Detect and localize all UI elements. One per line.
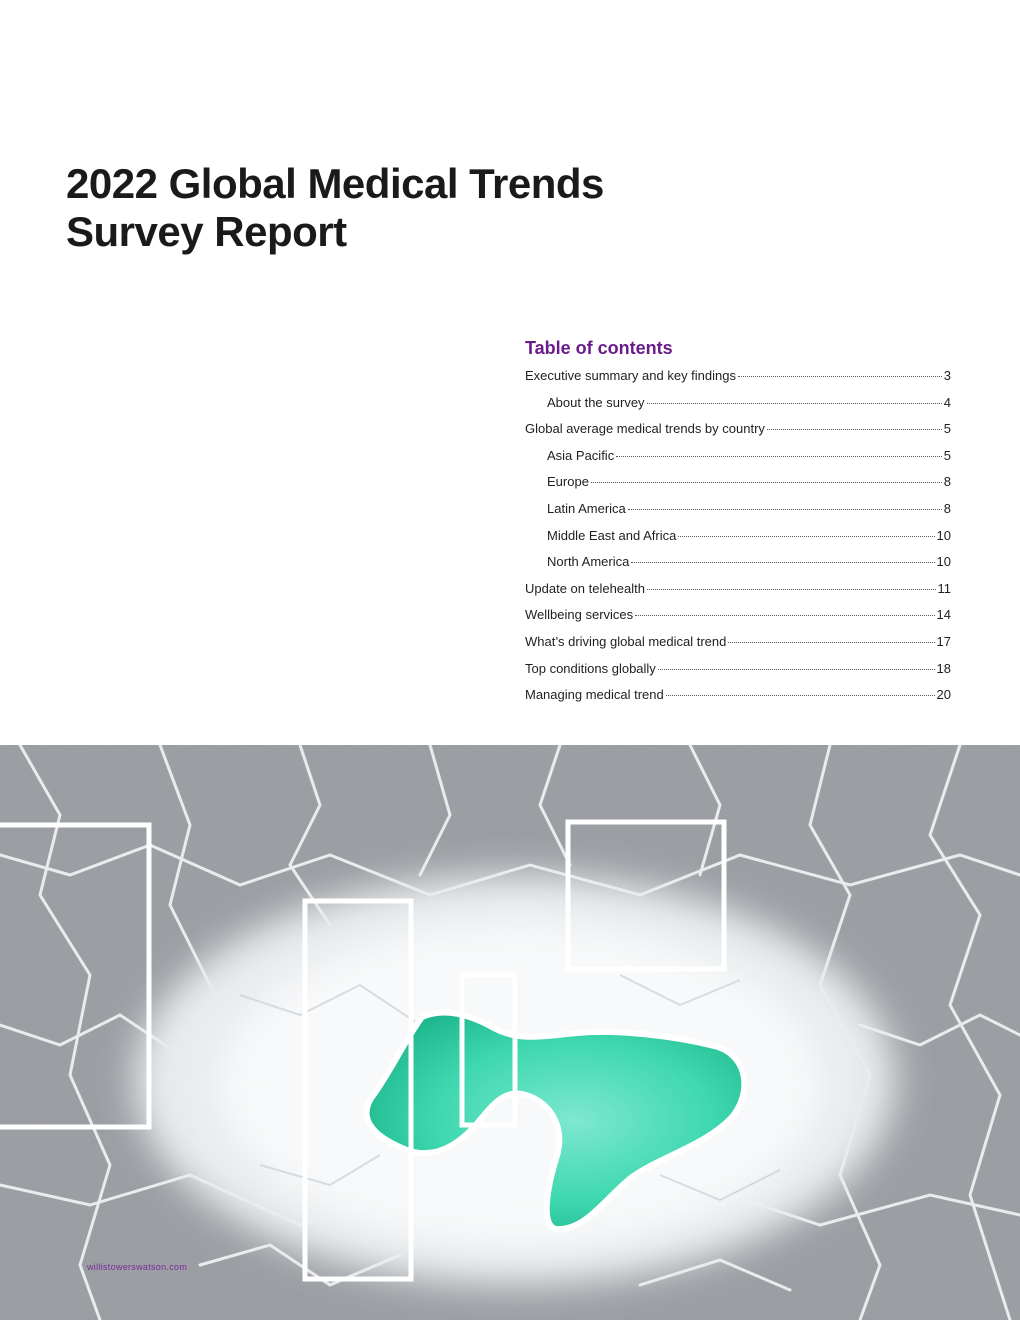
toc-list: Executive summary and key findings 3 About… bbox=[525, 368, 951, 714]
toc-item[interactable]: Middle East and Africa 10 bbox=[525, 528, 951, 555]
toc-item[interactable]: Asia Pacific 5 bbox=[525, 448, 951, 475]
toc-item[interactable]: North America 10 bbox=[525, 554, 951, 581]
toc-item[interactable]: Executive summary and key findings 3 bbox=[525, 368, 951, 395]
toc-leader-dots bbox=[590, 482, 942, 484]
toc-item-label: Global average medical trends by country bbox=[525, 421, 765, 437]
toc-item[interactable]: About the survey 4 bbox=[525, 395, 951, 422]
toc-item[interactable]: Managing medical trend 20 bbox=[525, 687, 951, 714]
toc-item-page: 17 bbox=[936, 633, 951, 649]
toc-leader-dots bbox=[635, 615, 935, 617]
toc-item[interactable]: Wellbeing services 14 bbox=[525, 607, 951, 634]
toc-item-page: 3 bbox=[943, 368, 951, 383]
toc-item[interactable]: Update on telehealth 11 bbox=[525, 581, 951, 608]
toc-leader-dots bbox=[678, 535, 935, 537]
toc-item-page: 18 bbox=[936, 660, 951, 676]
toc-item-page: 10 bbox=[936, 527, 951, 543]
toc-item-page: 11 bbox=[937, 580, 952, 596]
toc-leader-dots bbox=[657, 668, 935, 670]
toc-item-label: What’s driving global medical trend bbox=[525, 633, 727, 649]
toc-item-page: 5 bbox=[943, 421, 951, 437]
toc-item-page: 8 bbox=[943, 474, 951, 490]
toc-item-page: 14 bbox=[936, 607, 951, 623]
toc-item-label: Managing medical trend bbox=[525, 687, 664, 703]
toc-item-label: Executive summary and key findings bbox=[525, 368, 736, 383]
toc-item-label: Asia Pacific bbox=[547, 447, 615, 463]
toc-item[interactable]: What’s driving global medical trend 17 bbox=[525, 634, 951, 661]
toc-item-label: Latin America bbox=[547, 500, 626, 516]
toc-item-label: Top conditions globally bbox=[525, 660, 656, 676]
toc-item-label: Europe bbox=[547, 474, 589, 490]
toc-item-label: Update on telehealth bbox=[525, 580, 645, 596]
toc-item-page: 10 bbox=[936, 554, 951, 570]
report-title-line-1: 2022 Global Medical Trends bbox=[66, 160, 604, 207]
toc-leader-dots bbox=[616, 455, 942, 457]
toc-item-label: North America bbox=[547, 554, 630, 570]
toc-leader-dots bbox=[646, 588, 936, 590]
toc-item-label: About the survey bbox=[547, 394, 645, 410]
toc-item-page: 5 bbox=[943, 447, 951, 463]
toc-leader-dots bbox=[646, 402, 942, 404]
report-title-line-2: Survey Report bbox=[66, 208, 347, 255]
toc-item-page: 4 bbox=[943, 394, 951, 410]
toc-item[interactable]: Europe 8 bbox=[525, 474, 951, 501]
toc-leader-dots bbox=[665, 695, 935, 697]
toc-leader-dots bbox=[737, 376, 942, 377]
toc-item-label: Middle East and Africa bbox=[547, 527, 677, 543]
toc-item[interactable]: Global average medical trends by country… bbox=[525, 421, 951, 448]
toc-leader-dots bbox=[627, 508, 942, 510]
toc-item-label: Wellbeing services bbox=[525, 607, 634, 623]
toc-leader-dots bbox=[728, 641, 935, 643]
hero-image-salt-flat bbox=[0, 745, 1020, 1320]
toc-heading: Table of contents bbox=[525, 338, 673, 358]
toc-leader-dots bbox=[631, 562, 935, 564]
footer-url-link[interactable]: willistowerswatson.com bbox=[87, 1262, 188, 1272]
toc-item[interactable]: Latin America 8 bbox=[525, 501, 951, 528]
report-title: 2022 Global Medical Trends Survey Report bbox=[66, 160, 604, 256]
toc-item-page: 8 bbox=[943, 500, 951, 516]
toc-item-page: 20 bbox=[936, 687, 951, 703]
toc-leader-dots bbox=[766, 429, 942, 431]
table-of-contents: Table of contents Executive summary and … bbox=[525, 336, 951, 714]
toc-item[interactable]: Top conditions globally 18 bbox=[525, 661, 951, 688]
